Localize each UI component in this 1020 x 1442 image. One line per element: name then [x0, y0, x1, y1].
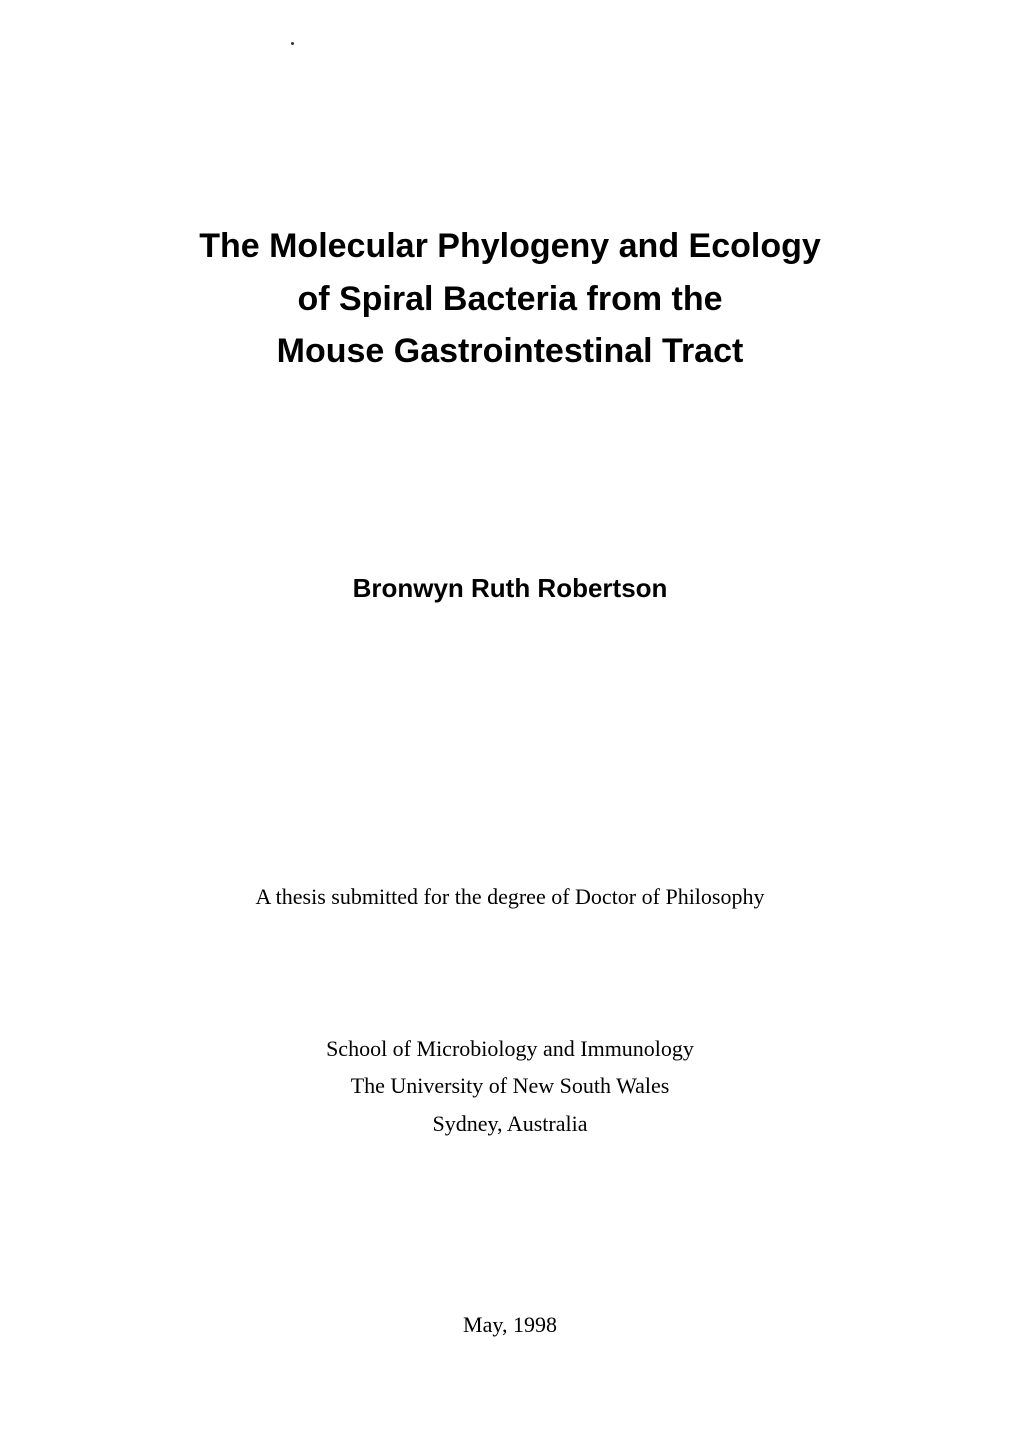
title-line-3: Mouse Gastrointestinal Tract	[199, 325, 821, 378]
affiliation: School of Microbiology and Immunology Th…	[326, 1030, 694, 1142]
affiliation-university: The University of New South Wales	[326, 1067, 694, 1104]
scan-artifact-dot	[291, 42, 294, 45]
submission-date: May, 1998	[463, 1312, 557, 1338]
thesis-title: The Molecular Phylogeny and Ecology of S…	[199, 220, 821, 378]
affiliation-location: Sydney, Australia	[326, 1105, 694, 1142]
title-line-1: The Molecular Phylogeny and Ecology	[199, 220, 821, 273]
submission-statement: A thesis submitted for the degree of Doc…	[256, 884, 765, 910]
thesis-title-page: The Molecular Phylogeny and Ecology of S…	[0, 0, 1020, 1442]
affiliation-school: School of Microbiology and Immunology	[326, 1030, 694, 1067]
author-name: Bronwyn Ruth Robertson	[353, 573, 668, 604]
title-line-2: of Spiral Bacteria from the	[199, 273, 821, 326]
